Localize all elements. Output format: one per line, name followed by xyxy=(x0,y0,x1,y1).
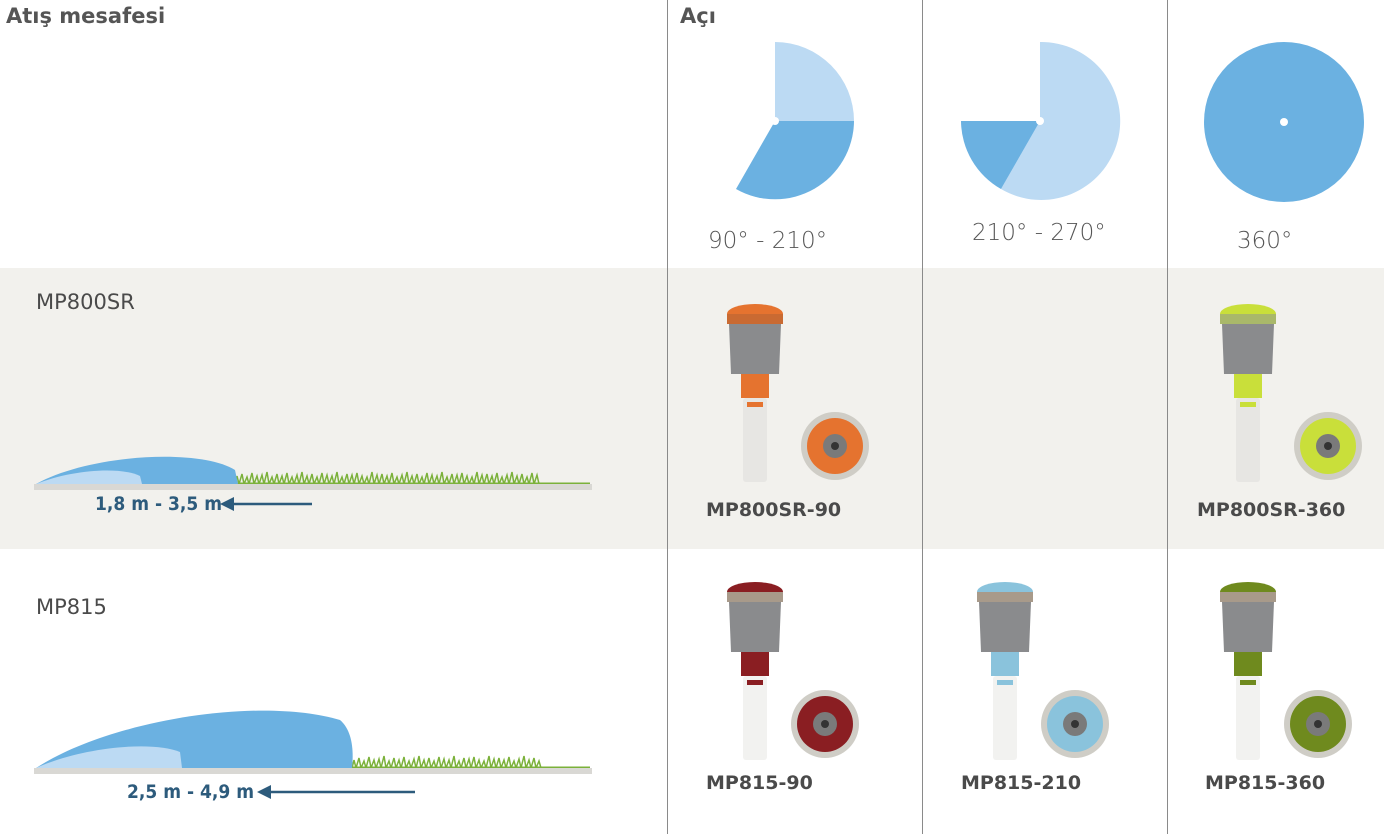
series-name-mp815: MP815 xyxy=(36,595,107,619)
distance-arrow-icon xyxy=(220,497,312,511)
column-divider xyxy=(1167,0,1168,834)
pie-210-270-icon xyxy=(961,41,1121,200)
nozzle-mp800sr-90-image xyxy=(727,304,869,482)
model-label-mp800sr-360: MP800SR-360 xyxy=(1197,499,1346,521)
spray-profile-mp815 xyxy=(34,710,592,774)
angle-label-360: 360° xyxy=(1237,228,1293,254)
series-name-mp800sr: MP800SR xyxy=(36,290,135,314)
model-label-mp800sr-90: MP800SR-90 xyxy=(706,499,842,521)
nozzle-mp800sr-360-image xyxy=(1220,304,1362,482)
angle-label-210-270: 210° - 270° xyxy=(972,220,1106,246)
model-label-mp815-90: MP815-90 xyxy=(706,772,813,794)
angle-label-90-210: 90° - 210° xyxy=(708,228,828,254)
distance-label-mp815: 2,5 m - 4,9 m xyxy=(127,781,255,803)
throw-distance-heading: Atış mesafesi xyxy=(6,4,166,28)
pie-360-icon xyxy=(1204,42,1364,202)
model-label-mp815-210: MP815-210 xyxy=(961,772,1082,794)
pie-90-210-icon xyxy=(736,42,854,200)
distance-label-mp800sr: 1,8 m - 3,5 m xyxy=(95,493,223,515)
column-divider xyxy=(667,0,668,834)
nozzle-mp815-210-image xyxy=(977,582,1109,760)
model-label-mp815-360: MP815-360 xyxy=(1205,772,1326,794)
column-divider xyxy=(922,0,923,834)
spray-profile-mp800sr xyxy=(34,456,592,490)
angle-heading: Açı xyxy=(680,4,716,28)
distance-arrow-icon xyxy=(257,785,415,799)
nozzle-mp815-360-image xyxy=(1220,582,1352,760)
nozzle-mp815-90-image xyxy=(727,582,859,760)
